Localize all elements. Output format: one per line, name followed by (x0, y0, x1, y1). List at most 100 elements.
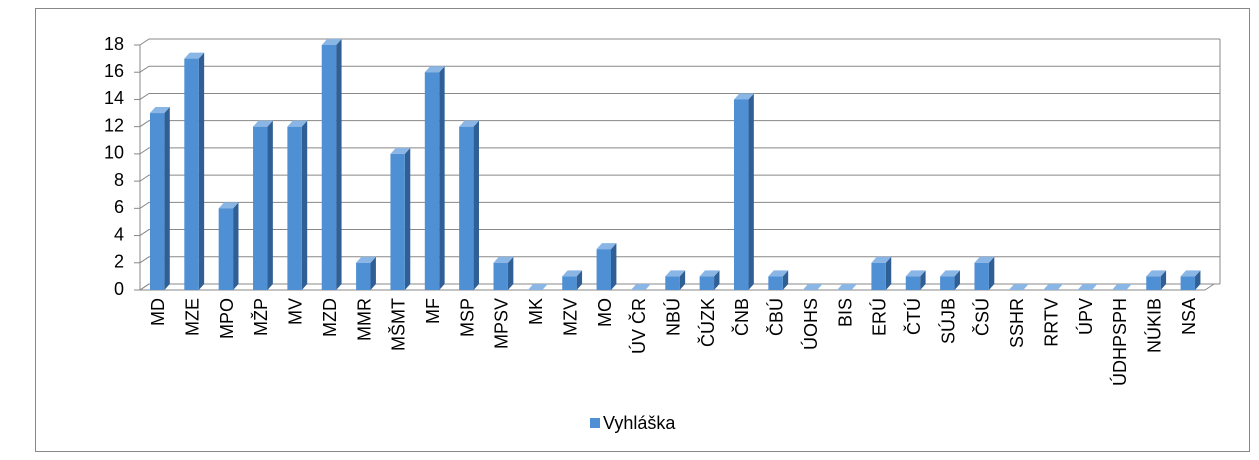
x-tick-label: SÚJB (937, 298, 958, 344)
x-tick-label: MZD (320, 298, 340, 337)
bar-top (1077, 284, 1098, 290)
bar-top (1111, 284, 1132, 290)
bar (974, 256, 995, 290)
bar (562, 270, 583, 290)
grid-line (139, 256, 1220, 264)
y-tick-label: 6 (114, 197, 124, 217)
bar-side (267, 120, 273, 291)
x-tick-label: MMR (354, 298, 374, 341)
y-tick-label: 0 (114, 279, 124, 299)
bar (527, 284, 548, 290)
bar-top (905, 270, 926, 277)
bar-top (149, 107, 170, 114)
bar-top (733, 93, 754, 100)
bar (733, 93, 754, 290)
grid-line (139, 147, 1220, 155)
bar-side (198, 52, 205, 290)
bar-front (974, 262, 989, 290)
y-tick-label: 8 (114, 170, 124, 190)
bar-top (356, 256, 376, 263)
bar-front (1180, 276, 1196, 290)
bar-front (596, 249, 612, 290)
bar (1111, 284, 1132, 290)
x-tick-label: MŽP (251, 298, 271, 336)
bar (1008, 284, 1029, 290)
bar-front (768, 276, 783, 290)
x-tick-label: ÚPV (1075, 298, 1096, 335)
bar-top (321, 39, 342, 45)
x-tick-label: ČÚZK (697, 298, 718, 347)
x-tick-label: NBÚ (663, 298, 684, 336)
bar-top (287, 120, 308, 127)
grid-line (139, 92, 1220, 100)
x-tick-label: MD (148, 298, 168, 326)
x-tick-label: NSA (1179, 298, 1199, 335)
grid-line (139, 201, 1220, 209)
legend-label: Vyhláška (603, 413, 676, 433)
bar-side (782, 270, 789, 290)
bar-front (665, 276, 680, 290)
x-tick-label: BIS (835, 298, 855, 327)
bar-front (184, 58, 199, 290)
bar-top (1008, 284, 1029, 290)
bar-side (233, 202, 239, 290)
bar-side (748, 93, 754, 290)
bar-side (920, 270, 926, 290)
bar-front (321, 45, 337, 290)
grid-line (139, 120, 1220, 128)
bar-side (679, 270, 686, 290)
y-tick-label: 4 (114, 224, 124, 244)
grid-line (139, 229, 1220, 236)
bar-top (218, 202, 239, 209)
bar (1146, 270, 1167, 290)
bar (424, 66, 445, 290)
bar-top (1043, 284, 1064, 290)
bar (665, 270, 686, 290)
bar-front (218, 208, 234, 290)
bar-front (287, 126, 302, 291)
x-tick-label: MZV (560, 298, 580, 336)
bar (940, 270, 960, 290)
x-tick-label: MSP (457, 298, 477, 337)
bar (630, 284, 651, 290)
bar (871, 256, 892, 290)
bar-front (253, 126, 268, 291)
bar (802, 284, 823, 290)
bar-front (424, 72, 440, 290)
x-tick-label: NÚKIB (1143, 298, 1164, 353)
bar-top (630, 284, 651, 290)
bar (493, 256, 514, 290)
bar-top (493, 256, 514, 263)
bar-top (699, 270, 720, 277)
grid-line (139, 174, 1220, 182)
bar-side (507, 256, 514, 290)
bar-front (733, 99, 749, 290)
bar-top (527, 284, 548, 290)
x-tick-label: ÚDHPSPH (1109, 298, 1130, 386)
bar-side (1195, 270, 1201, 290)
bar-top (974, 256, 995, 263)
bar-front (905, 276, 921, 290)
bar (596, 243, 617, 290)
bar-front (149, 113, 165, 290)
bar-front (1146, 276, 1161, 290)
bar-top (562, 270, 583, 277)
bar-front (356, 262, 371, 290)
x-tick-label: RRTV (1041, 298, 1061, 347)
bar-side (576, 270, 583, 290)
bar (184, 52, 205, 290)
bar-side (611, 243, 617, 290)
bar-side (988, 256, 995, 290)
y-tick-label: 10 (104, 143, 124, 163)
bar-top (802, 284, 823, 290)
bar-top (596, 243, 617, 250)
bar-side (1160, 270, 1167, 290)
x-tick-label: MZE (183, 298, 203, 336)
bar-top (1146, 270, 1167, 277)
bar-front (940, 276, 955, 290)
bar-top (1180, 270, 1201, 277)
bar-top (940, 270, 960, 277)
bar-side (954, 270, 960, 290)
x-tick-label: ČTÚ (903, 298, 924, 335)
